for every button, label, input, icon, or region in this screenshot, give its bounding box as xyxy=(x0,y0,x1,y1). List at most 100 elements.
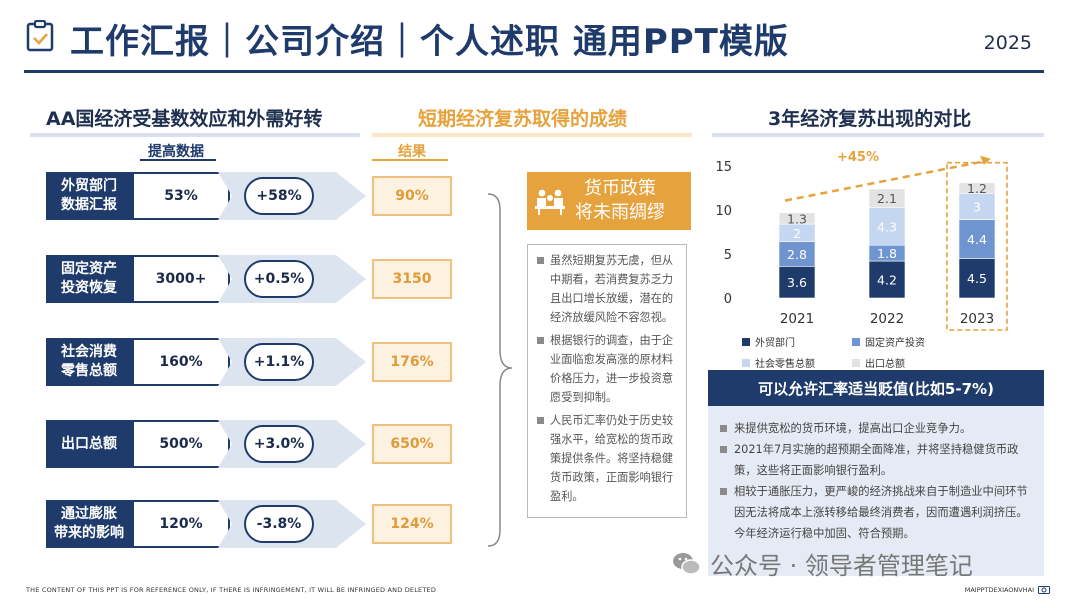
right-section-title: 3年经济复苏出现的对比 xyxy=(768,108,972,130)
bar-data-label: 3.6 xyxy=(787,275,807,290)
highlight-frame xyxy=(946,161,1008,331)
rate-header: 可以允许汇率适当贬值(比如5-7%) xyxy=(708,370,1044,406)
result-box: 650% xyxy=(372,424,452,464)
legend-item: 社会零售总额 xyxy=(742,355,852,370)
bar-segment xyxy=(958,219,996,259)
bar-segment xyxy=(778,266,816,299)
result-box: 124% xyxy=(372,504,452,544)
result-box: 3150 xyxy=(372,259,452,299)
row-value: 3000+ xyxy=(132,255,230,303)
left-sub-label: 提高数据 xyxy=(148,144,204,160)
header-divider xyxy=(24,70,1044,73)
legend-label: 社会零售总额 xyxy=(755,359,815,370)
growth-label: +45% xyxy=(837,150,879,165)
bar-segment xyxy=(778,212,816,225)
left-section-title: AA国经济受基数效应和外需好转 xyxy=(46,108,323,130)
bar-data-label: 4.3 xyxy=(877,219,897,234)
team-icon xyxy=(535,189,565,215)
rate-item: 2021年7月实施的超预期全面降准，并将坚持稳健货币政策，这些将正面影响银行盈利… xyxy=(716,439,1034,481)
policy-item: 根据银行的调查，由于企业面临愈发高涨的原材料价格压力，进一步投资意愿受到抑制。 xyxy=(534,331,680,407)
bar-data-label: 2 xyxy=(793,226,801,241)
row-value: 120% xyxy=(132,500,230,548)
bar-segment xyxy=(868,188,906,208)
page-title: 工作汇报｜公司介绍｜个人述职 通用PPT模版 xyxy=(70,22,789,62)
y-tick-label: 10 xyxy=(715,204,732,219)
footer-right: MAIPPTDEXIAONVHAI xyxy=(965,585,1050,594)
change-oval: +58% xyxy=(244,177,314,215)
stacked-bar-chart: 0 5 10 15 +45% 3.6 2.8 21.3 2021 4.2 1.8 4.3 2.1 2022… xyxy=(715,150,1008,331)
bar-data-label: 1.2 xyxy=(967,181,987,196)
x-tick-label: 2021 xyxy=(780,311,814,327)
x-tick-label: 2023 xyxy=(960,311,994,327)
y-tick-label: 15 xyxy=(715,160,732,175)
change-oval: +1.1% xyxy=(244,343,314,381)
bar-segment xyxy=(958,258,996,299)
left-title-underline xyxy=(30,133,360,137)
bar-data-label: 3 xyxy=(973,199,981,214)
row-value: 53% xyxy=(132,172,230,220)
policy-box: 虽然短期复苏无虞，但从中期看，若消费复苏乏力且出口增长放缓，潜在的经济放缓风险不… xyxy=(527,244,687,518)
bar-segment xyxy=(958,182,996,194)
wechat-icon xyxy=(673,552,701,575)
bar-data-label: 2.1 xyxy=(877,191,897,206)
bracket xyxy=(487,193,513,547)
camera-icon xyxy=(1038,586,1050,594)
row-label: 出口总额 xyxy=(46,420,132,468)
bar-data-label: 4.5 xyxy=(967,271,987,286)
y-tick-label: 0 xyxy=(724,292,732,307)
policy-header: 货币政策 将未雨绸缪 xyxy=(527,172,691,230)
x-tick-label: 2022 xyxy=(870,311,904,327)
footer-brand: MAIPPTDEXIAONVHAI xyxy=(964,585,1034,594)
change-oval: +0.5% xyxy=(244,260,314,298)
legend-item: 固定资产投资 xyxy=(852,334,962,349)
row-label: 固定资产 投资恢复 xyxy=(46,255,132,303)
middle-sub-label: 结果 xyxy=(398,144,426,160)
clipboard-icon xyxy=(26,20,54,52)
right-title-underline xyxy=(712,133,1044,137)
row-value: 500% xyxy=(132,420,230,468)
footer-disclaimer: THE CONTENT OF THIS PPT IS FOR REFERENCE… xyxy=(26,586,437,594)
legend-label: 外贸部门 xyxy=(755,338,795,349)
trend-line xyxy=(784,159,988,202)
bar-data-label: 2.8 xyxy=(787,247,807,262)
bar-data-label: 4.4 xyxy=(967,232,987,247)
y-tick-label: 5 xyxy=(724,248,732,263)
watermark: 公众号 · 领导者管理笔记 xyxy=(672,546,973,581)
middle-title-underline xyxy=(372,133,692,137)
rate-box: 来提供宽松的货币环境，提高出口企业竞争力。 2021年7月实施的超预期全面降准，并… xyxy=(708,406,1044,576)
left-sub-underline xyxy=(140,159,216,161)
bar-segment xyxy=(778,241,816,267)
legend-swatch xyxy=(852,358,860,367)
bar-data-label: 1.8 xyxy=(877,246,897,261)
bar-data-label: 4.2 xyxy=(877,273,897,288)
row-label: 社会消费 零售总额 xyxy=(46,338,132,386)
legend-swatch xyxy=(742,337,750,346)
legend-swatch xyxy=(742,358,750,367)
change-oval: -3.8% xyxy=(244,505,314,543)
row-value: 160% xyxy=(132,338,230,386)
middle-sub-underline xyxy=(372,159,448,161)
result-box: 176% xyxy=(372,342,452,382)
row-label: 外贸部门 数据汇报 xyxy=(46,172,132,220)
bar-data-label: 1.3 xyxy=(787,211,807,226)
rate-item: 相较于通胀压力，更严峻的经济挑战来自于制造业中间环节因无法将成本上涨转移给最终消… xyxy=(716,481,1034,544)
policy-title: 货币政策 将未雨绸缪 xyxy=(575,178,665,223)
bar-segment xyxy=(958,192,996,220)
bar-segment xyxy=(868,260,906,299)
watermark-text: 公众号 · 领导者管理笔记 xyxy=(710,552,973,580)
policy-item: 人民币汇率仍处于历史较强水平，给宽松的货币政策提供条件。将坚持稳健货币政策，正面… xyxy=(534,411,680,506)
year-label: 2025 xyxy=(983,32,1032,54)
legend-label: 出口总额 xyxy=(865,359,905,370)
change-oval: +3.0% xyxy=(244,425,314,463)
legend-label: 固定资产投资 xyxy=(865,338,925,349)
rate-item: 来提供宽松的货币环境，提高出口企业竞争力。 xyxy=(716,418,1034,439)
row-label: 通过膨胀 带来的影响 xyxy=(46,500,132,548)
policy-item: 虽然短期复苏无虞，但从中期看，若消费复苏乏力且出口增长放缓，潜在的经济放缓风险不… xyxy=(534,251,680,327)
legend-item: 外贸部门 xyxy=(742,334,852,349)
trend-arrowhead xyxy=(980,155,991,165)
middle-section-title: 短期经济复苏取得的成绩 xyxy=(418,108,628,130)
result-box: 90% xyxy=(372,176,452,216)
legend-swatch xyxy=(852,337,860,346)
legend-item: 出口总额 xyxy=(852,355,962,370)
chart-legend: 外贸部门 固定资产投资社会零售总额 出口总额 xyxy=(742,334,962,370)
